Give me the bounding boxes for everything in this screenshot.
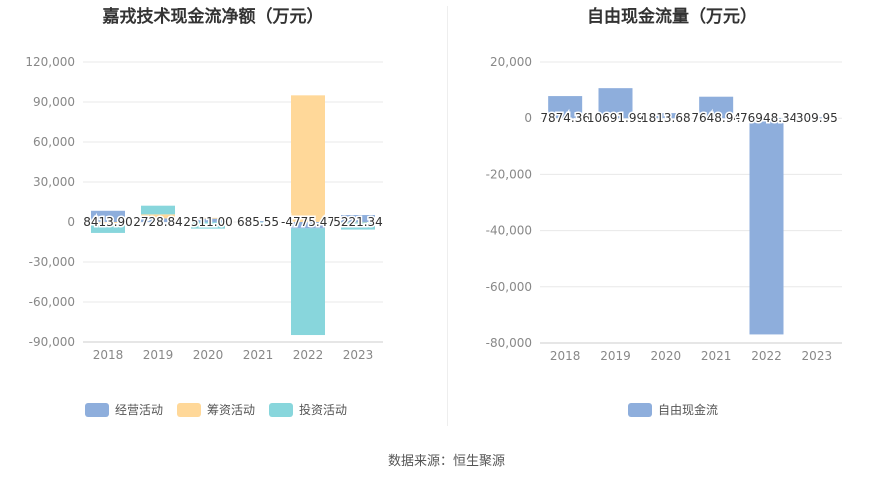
x-tick-label: 2019 xyxy=(600,349,631,363)
bar xyxy=(699,96,734,119)
x-tick-label: 2018 xyxy=(550,349,581,363)
y-tick-label: 0 xyxy=(524,111,532,125)
x-tick-label: 2023 xyxy=(802,349,833,363)
data-label: 8413.90 xyxy=(83,215,133,229)
y-tick-label: 0 xyxy=(67,215,75,229)
x-tick-label: 2018 xyxy=(93,348,124,362)
data-label: -76948.34 xyxy=(736,111,798,125)
data-label: 7648.94 xyxy=(691,111,741,125)
bar xyxy=(91,222,125,224)
x-tick-label: 2020 xyxy=(193,348,224,362)
chart-title: 嘉戎技术现金流净额（万元） xyxy=(102,6,324,27)
data-label: 2511.00 xyxy=(183,215,233,229)
legend-swatch xyxy=(177,403,201,417)
data-label: 685.55 xyxy=(237,215,279,229)
y-tick-label: -20,000 xyxy=(486,167,532,181)
legend-swatch xyxy=(269,403,293,417)
bar xyxy=(241,221,275,222)
bar xyxy=(141,214,175,219)
x-tick-label: 2021 xyxy=(243,348,274,362)
bar xyxy=(749,118,784,335)
bar xyxy=(291,95,325,222)
bar xyxy=(91,223,125,233)
x-tick-label: 2021 xyxy=(701,349,732,363)
bar xyxy=(291,222,325,229)
bar xyxy=(191,217,225,219)
bar xyxy=(341,215,375,222)
bar xyxy=(191,218,225,222)
y-tick-label: -60,000 xyxy=(486,280,532,294)
y-tick-label: 120,000 xyxy=(25,55,75,69)
chart-title: 自由现金流量（万元） xyxy=(587,6,757,27)
legend-label: 经营活动 xyxy=(115,403,163,417)
legend-label: 自由现金流 xyxy=(658,402,718,417)
data-label: 2728.84 xyxy=(133,215,183,229)
bar xyxy=(91,210,125,222)
x-tick-label: 2020 xyxy=(651,349,682,363)
data-label: 10691.99 xyxy=(587,111,644,125)
legend-swatch xyxy=(85,403,109,417)
free-cashflow-chart: 自由现金流量（万元） 20,000 0 -20,000 -40,000 -60,000 -8… xyxy=(486,6,842,417)
y-tick-label: 60,000 xyxy=(33,135,75,149)
y-tick-label: -40,000 xyxy=(486,224,532,238)
y-tick-label: 90,000 xyxy=(33,95,75,109)
bar xyxy=(341,222,375,230)
data-label: 7874.36 xyxy=(540,111,590,125)
data-label: 309.95 xyxy=(796,111,838,125)
y-tick-label: -80,000 xyxy=(486,336,532,350)
bar xyxy=(648,113,683,119)
legend-label: 筹资活动 xyxy=(207,403,255,417)
bar xyxy=(141,205,175,215)
y-tick-label: -90,000 xyxy=(29,335,75,349)
x-tick-label: 2022 xyxy=(751,349,782,363)
y-tick-label: 20,000 xyxy=(490,55,532,69)
y-tick-label: 30,000 xyxy=(33,175,75,189)
bar xyxy=(191,222,225,229)
cashflow-net-chart: 嘉戎技术现金流净额（万元） 120,000 90,000 60,000 30,000 0 -… xyxy=(25,6,384,417)
legend-swatch xyxy=(628,403,652,417)
legend-label: 投资活动 xyxy=(299,402,347,417)
x-tick-label: 2022 xyxy=(293,348,324,362)
bar xyxy=(241,222,275,223)
data-label: 5221.34 xyxy=(333,215,383,229)
bar xyxy=(341,222,375,223)
bar xyxy=(799,117,834,119)
data-label: -4775.47 xyxy=(281,215,335,229)
bar xyxy=(141,218,175,222)
y-tick-label: -60,000 xyxy=(29,295,75,309)
y-tick-label: -30,000 xyxy=(29,255,75,269)
chart-divider xyxy=(447,6,448,426)
data-source-note: 数据来源：恒生聚源 xyxy=(387,454,505,469)
data-label: 1813.68 xyxy=(641,111,691,125)
x-tick-label: 2023 xyxy=(343,348,374,362)
bar xyxy=(598,88,633,119)
bar xyxy=(291,228,325,336)
x-tick-label: 2019 xyxy=(143,348,174,362)
bar xyxy=(548,96,583,119)
